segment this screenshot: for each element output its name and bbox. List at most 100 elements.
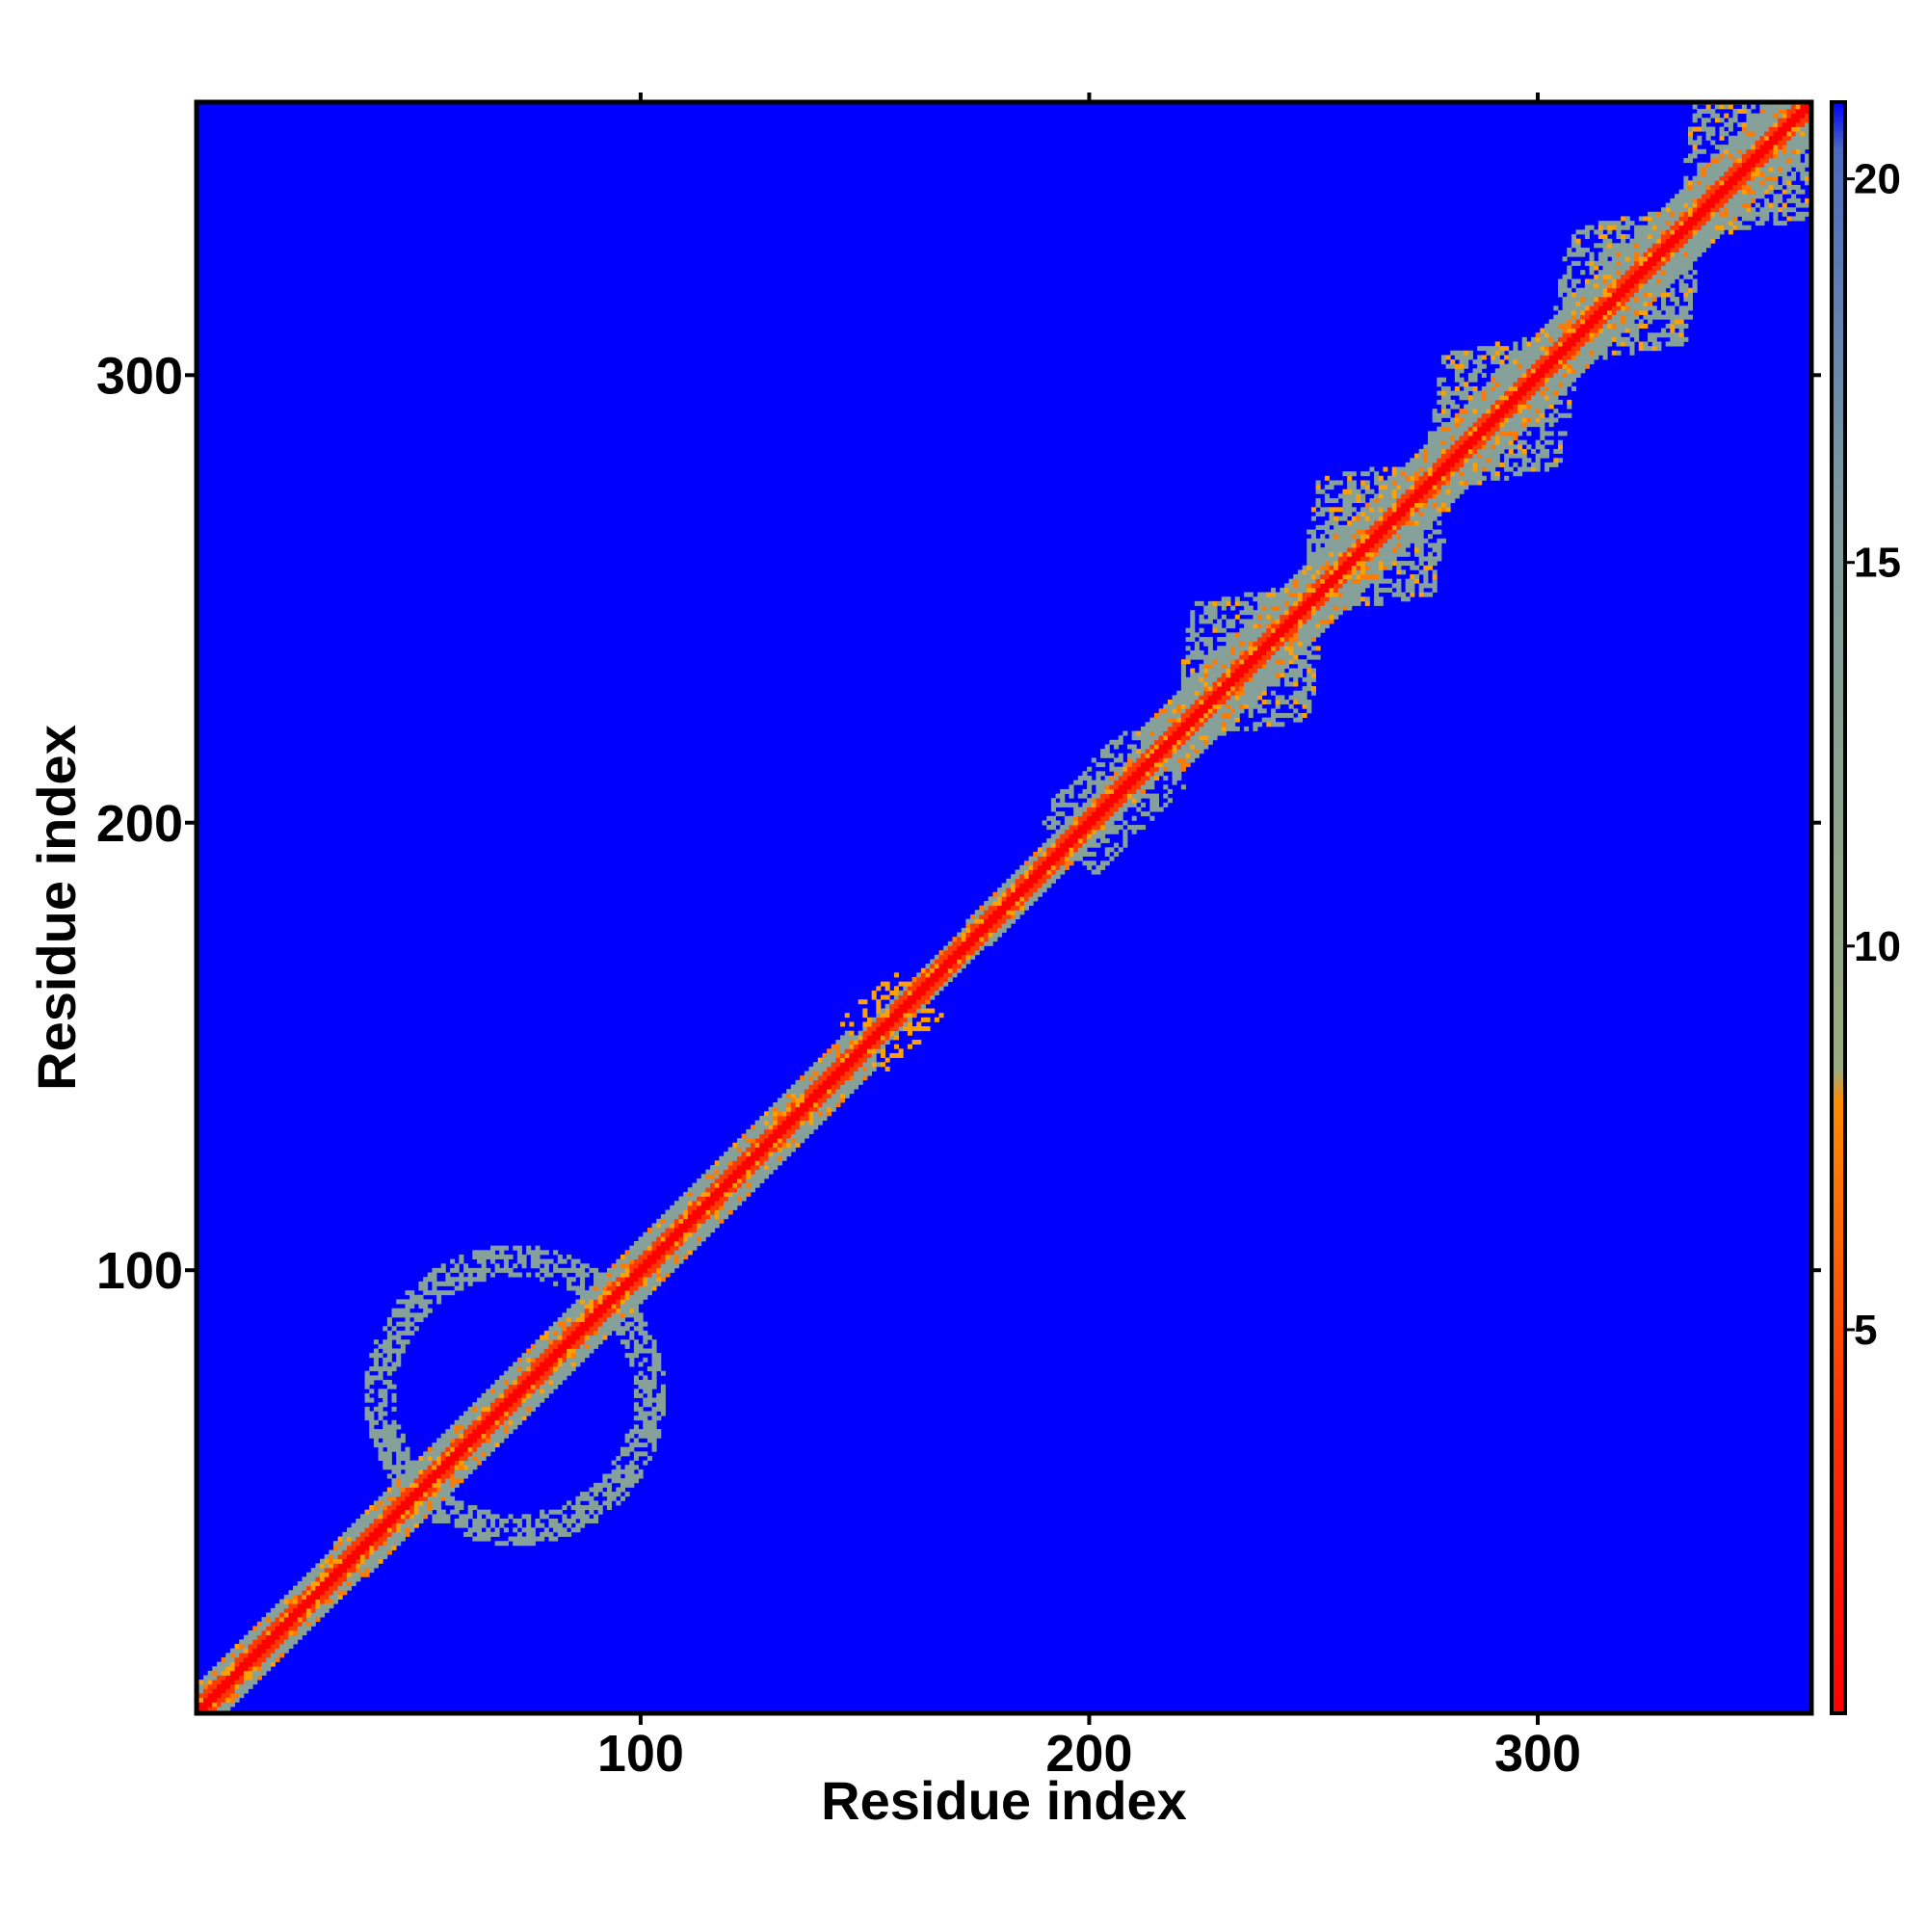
heatmap-cell	[463, 1416, 469, 1421]
heatmap-cell	[225, 1697, 231, 1703]
heatmap-cell	[1337, 547, 1343, 553]
heatmap-cell	[656, 1397, 662, 1403]
heatmap-cell	[270, 1648, 276, 1654]
heatmap-cell	[643, 1357, 648, 1363]
heatmap-cell	[584, 1339, 590, 1345]
heatmap-cell	[283, 1634, 289, 1640]
heatmap-cell	[1280, 646, 1285, 651]
heatmap-cell	[216, 1693, 223, 1699]
heatmap-cell	[540, 1339, 545, 1345]
heatmap-cell	[1091, 825, 1096, 831]
heatmap-cell	[535, 1258, 541, 1264]
heatmap-cell	[386, 1384, 392, 1389]
heatmap-cell	[378, 1392, 383, 1398]
heatmap-cell	[1158, 744, 1164, 750]
heatmap-cell	[570, 1326, 576, 1332]
heatmap-cell	[489, 1272, 495, 1278]
heatmap-cell	[575, 1357, 581, 1363]
heatmap-cell	[494, 1541, 500, 1547]
heatmap-cell	[450, 1478, 456, 1484]
heatmap-cell	[405, 1522, 410, 1528]
heatmap-cell	[1172, 726, 1177, 731]
heatmap-cell	[440, 1469, 446, 1474]
heatmap-cell	[332, 1580, 339, 1587]
heatmap-cell	[1033, 874, 1039, 880]
heatmap-cell	[1374, 565, 1380, 570]
heatmap-cell	[423, 1455, 429, 1461]
heatmap-cell	[396, 1500, 402, 1506]
heatmap-cell	[1185, 753, 1191, 758]
heatmap-cell	[1158, 735, 1164, 741]
heatmap-cell	[724, 1165, 729, 1171]
heatmap-cell	[369, 1411, 375, 1416]
heatmap-cell	[481, 1419, 487, 1425]
heatmap-cell	[732, 1169, 738, 1175]
heatmap-cell	[889, 1008, 895, 1014]
heatmap-cell	[732, 1155, 738, 1161]
heatmap-cell	[1315, 610, 1321, 616]
heatmap-cell	[584, 1492, 590, 1497]
heatmap-cell	[1114, 744, 1120, 750]
heatmap-cell	[903, 1017, 909, 1022]
heatmap-cell	[1333, 529, 1339, 535]
heatmap-cell	[606, 1500, 613, 1506]
heatmap-cell	[383, 1527, 388, 1533]
heatmap-cell	[624, 1478, 630, 1484]
heatmap-cell	[540, 1277, 545, 1283]
heatmap-cell	[822, 1106, 828, 1112]
heatmap-cell	[840, 1084, 846, 1090]
heatmap-cell	[198, 1680, 204, 1685]
heatmap-cell	[1145, 766, 1150, 772]
heatmap-cell	[499, 1250, 505, 1256]
heatmap-cell	[1347, 556, 1353, 562]
heatmap-cell	[790, 1089, 796, 1095]
heatmap-cell	[736, 1151, 743, 1157]
heatmap-cell	[1100, 798, 1106, 804]
heatmap-cell	[454, 1518, 460, 1524]
heatmap-cell	[521, 1384, 527, 1389]
heatmap-cell	[660, 1272, 666, 1278]
heatmap-cell	[786, 1147, 792, 1152]
heatmap-cell	[727, 1169, 733, 1175]
heatmap-cell	[275, 1634, 280, 1640]
heatmap-cell	[1140, 762, 1147, 768]
heatmap-cell	[386, 1522, 392, 1528]
heatmap-cell	[1310, 654, 1316, 660]
heatmap-cell	[1172, 753, 1177, 758]
heatmap-cell	[871, 1044, 877, 1049]
heatmap-cell	[1077, 820, 1083, 826]
heatmap-cell	[943, 945, 949, 951]
heatmap-cell	[324, 1554, 330, 1560]
heatmap-cell	[1351, 561, 1357, 567]
heatmap-cell	[418, 1460, 424, 1466]
heatmap-cell	[795, 1125, 801, 1130]
heatmap-cell	[1100, 780, 1106, 785]
heatmap-cell	[386, 1335, 392, 1340]
heatmap-cell	[1293, 649, 1299, 655]
heatmap-cell	[1347, 520, 1353, 526]
heatmap-cell	[947, 976, 953, 983]
heatmap-cell	[1329, 614, 1334, 620]
heatmap-cell	[332, 1599, 339, 1604]
heatmap-cell	[1297, 695, 1303, 701]
heatmap-cell	[1302, 600, 1307, 606]
heatmap-cell	[1356, 578, 1361, 584]
heatmap-cell	[920, 1003, 926, 1009]
heatmap-cell	[594, 1321, 599, 1327]
heatmap-cell	[786, 1115, 792, 1122]
heatmap-cell	[660, 1250, 666, 1256]
heatmap-cell	[1239, 681, 1245, 687]
heatmap-cell	[543, 1379, 549, 1386]
heatmap-cell	[1320, 547, 1326, 553]
heatmap-cell	[1261, 600, 1267, 606]
heatmap-cell	[315, 1568, 321, 1574]
heatmap-cell	[1073, 802, 1079, 807]
heatmap-cell	[754, 1151, 760, 1157]
heatmap-cell	[584, 1335, 590, 1340]
heatmap-cell	[1275, 646, 1280, 651]
heatmap-cell	[651, 1406, 657, 1412]
heatmap-cell	[584, 1505, 590, 1511]
heatmap-cell	[697, 1191, 702, 1197]
heatmap-cell	[1149, 793, 1155, 799]
heatmap-cell	[1307, 623, 1312, 629]
